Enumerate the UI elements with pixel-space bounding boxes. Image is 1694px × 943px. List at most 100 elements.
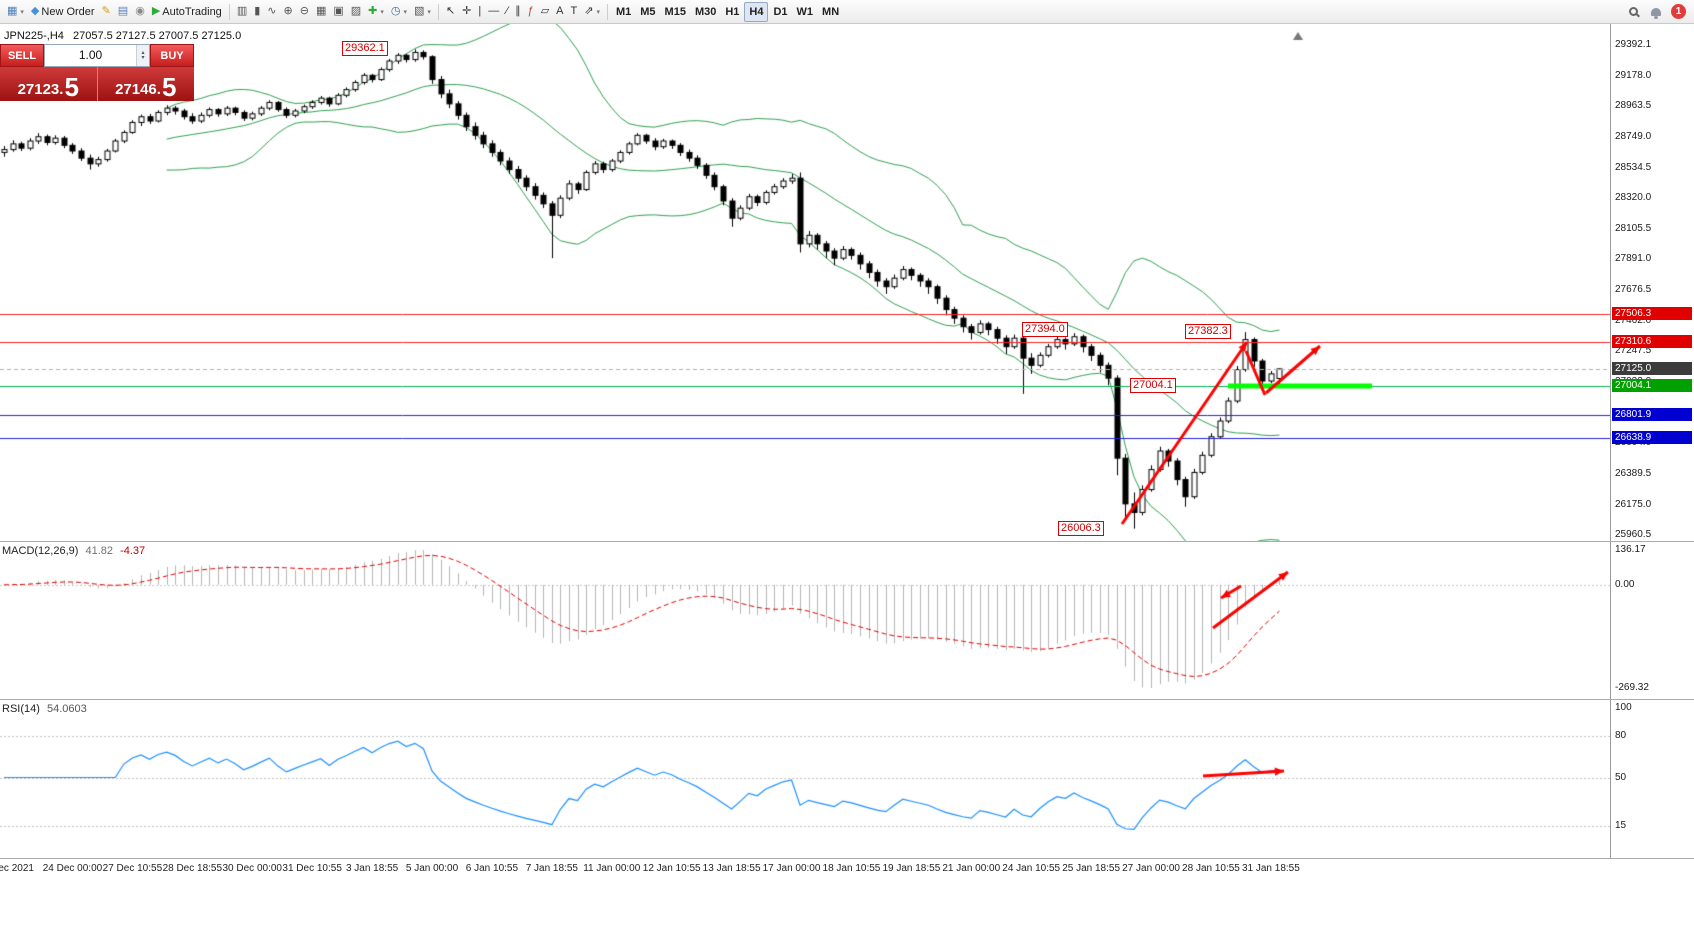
chart-shift-button[interactable]: ▨: [348, 2, 364, 22]
rsi-axis-label: 15: [1615, 820, 1627, 832]
new-order-button[interactable]: ◆ New Order: [28, 2, 98, 22]
date-axis-label: 27 Dec 10:55: [102, 863, 163, 874]
date-axis-label: 6 Jan 10:55: [465, 863, 519, 874]
auto-scroll-button[interactable]: ▣: [330, 2, 346, 22]
dropdown-arrow-icon: ▾: [596, 8, 600, 16]
dropdown-arrow-icon: ▾: [427, 8, 431, 16]
zoom-out-button[interactable]: ⊖: [297, 2, 312, 22]
horizontal-line-button[interactable]: —: [485, 2, 502, 22]
add-object-icon: ✚: [368, 5, 378, 17]
timeframe-m5-button[interactable]: M5: [636, 2, 659, 22]
rsi-label: RSI(14) 54.0603: [2, 703, 87, 715]
volume-stepper[interactable]: 1.00 ▴ ▾: [44, 44, 150, 67]
spinner-down-icon[interactable]: ▾: [141, 54, 145, 61]
timeframe-m30-button[interactable]: M30: [691, 2, 720, 22]
price-chart-canvas[interactable]: [0, 24, 1610, 541]
community-button[interactable]: ◉: [132, 2, 148, 22]
notifications-button[interactable]: [1648, 2, 1664, 22]
metaeditor-button[interactable]: ✎: [99, 2, 114, 22]
arrows-object-button[interactable]: ⇗ ▾: [581, 2, 603, 22]
bar-chart-button[interactable]: ▥: [234, 2, 250, 22]
main-chart-panel: 29362.1 27394.0 27382.3 27004.1 26006.3 JPN2…: [0, 24, 1694, 541]
timeframe-h4-button[interactable]: H4: [744, 1, 769, 22]
date-axis-label: 17 Jan 00:00: [762, 863, 821, 874]
text-icon: A: [556, 5, 564, 17]
candlestick-chart-button[interactable]: ▮: [251, 2, 263, 22]
bell-icon: [1651, 7, 1661, 19]
shapes-button[interactable]: ▱: [538, 2, 552, 22]
crosshair-button[interactable]: ✛: [459, 2, 474, 22]
spinner-up-icon[interactable]: ▴: [141, 49, 145, 56]
volume-value[interactable]: 1.00: [78, 48, 103, 62]
timeframe-w1-button-label: W1: [796, 5, 814, 18]
price-axis[interactable]: 29392.1 29178.0 28963.5 28749.0 28534.5 28320…: [1610, 24, 1694, 541]
macd-axis-label: 0.00: [1615, 578, 1635, 590]
indicators-template-button[interactable]: ▧ ▾: [411, 2, 434, 22]
price-axis-label: 29392.1: [1615, 39, 1652, 50]
date-axis-label: 19 Jan 18:55: [882, 863, 941, 874]
date-axis-label: 7 Jan 18:55: [525, 863, 578, 874]
rsi-name: RSI(14): [2, 703, 40, 715]
candlestick-icon: ▮: [254, 5, 261, 17]
timeframe-h1-button[interactable]: H1: [721, 2, 743, 22]
timeframe-w1-button[interactable]: W1: [793, 2, 818, 22]
dropdown-arrow-icon: ▾: [20, 8, 24, 16]
tile-windows-button[interactable]: ▦: [313, 2, 329, 22]
toolbar: ▦ ▾ ◆ New Order ✎ ▤ ◉ ▶ AutoTrading ▥ ▮ ∿ ⊕ ⊖ ▦ ▣ ▨ ✚ ▾ ◷ ▾ ▧…: [0, 0, 1694, 24]
rsi-canvas[interactable]: [0, 700, 1610, 859]
zoom-in-icon: ⊕: [283, 5, 293, 17]
timeframe-h4-button-label: H4: [749, 5, 764, 18]
macd-canvas[interactable]: [0, 542, 1610, 700]
date-axis-label: 31 Dec 10:55: [282, 863, 342, 874]
timeframe-m1-button[interactable]: M1: [612, 2, 635, 22]
date-axis-label: 24 Dec 00:00: [42, 863, 103, 874]
price-axis-label: 26175.0: [1615, 498, 1652, 510]
price-axis-label: 28534.5: [1615, 161, 1652, 173]
zoom-out-icon: ⊖: [299, 5, 309, 17]
search-button[interactable]: [1626, 2, 1641, 22]
print-button[interactable]: ▤: [115, 2, 131, 22]
trendline-button[interactable]: ∕: [503, 2, 511, 22]
ask-price[interactable]: 27146. 5: [115, 72, 177, 102]
timeframe-m15-button[interactable]: M15: [661, 2, 690, 22]
bid-price[interactable]: 27123. 5: [0, 67, 98, 101]
macd-label: MACD(12,26,9) 41.82 -4.37: [2, 545, 145, 557]
sell-button[interactable]: SELL: [0, 44, 44, 67]
text-button[interactable]: A: [553, 2, 566, 22]
notifications-badge[interactable]: 1: [1671, 4, 1686, 19]
editor-icon: ✎: [101, 5, 111, 17]
price-axis-label: 29178.0: [1615, 69, 1652, 81]
chart-shift-icon: ▨: [350, 5, 362, 17]
vertical-line-button[interactable]: |: [475, 2, 484, 22]
new-order-button-label: New Order: [41, 5, 95, 18]
autotrading-button[interactable]: ▶ AutoTrading: [149, 2, 225, 22]
channel-button[interactable]: ∥: [512, 2, 524, 22]
price-tag: 27310.6: [1612, 335, 1692, 349]
date-axis-label: Dec 2021: [0, 863, 34, 874]
zoom-in-button[interactable]: ⊕: [281, 2, 296, 22]
date-axis-label: 24 Jan 10:55: [1002, 863, 1061, 874]
tile-windows-icon: ▦: [315, 5, 327, 17]
line-chart-button[interactable]: ∿: [264, 2, 279, 22]
volume-spinner[interactable]: ▴ ▾: [136, 45, 149, 66]
macd-axis-label: 136.17: [1615, 544, 1646, 555]
date-axis-label: 30 Dec 00:00: [222, 863, 282, 874]
timeframe-mn-button-label: MN: [822, 5, 840, 18]
new-object-button[interactable]: ✚ ▾: [365, 2, 387, 22]
new-chart-button[interactable]: ▦ ▾: [4, 2, 27, 22]
timeframe-m1-button-label: M1: [615, 5, 632, 18]
timeframe-h1-button-label: H1: [725, 5, 740, 18]
fibonacci-button[interactable]: ƒ: [525, 2, 537, 22]
periods-button[interactable]: ◷ ▾: [388, 2, 410, 22]
rsi-axis: 100 80 50 15: [1610, 700, 1694, 858]
date-axis-label: 13 Jan 18:55: [702, 863, 761, 874]
line-chart-icon: ∿: [267, 5, 277, 17]
cursor-button[interactable]: ↖: [443, 2, 458, 22]
buy-button[interactable]: BUY: [150, 44, 194, 67]
timeframe-mn-button[interactable]: MN: [818, 2, 843, 22]
dropdown-arrow-icon: ▾: [380, 8, 384, 16]
timeframe-d1-button[interactable]: D1: [769, 2, 791, 22]
text-label-button[interactable]: T: [568, 2, 581, 22]
price-axis-label: 28105.5: [1615, 222, 1652, 234]
